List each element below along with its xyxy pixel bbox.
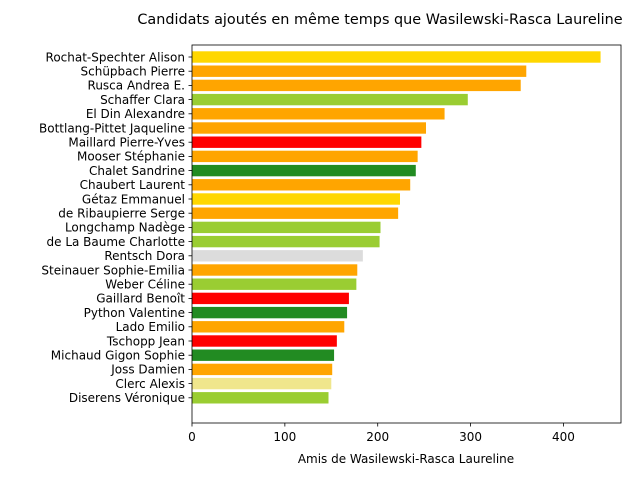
y-tick-label: Rochat-Spechter Alison: [46, 50, 185, 64]
y-tick-label: Chalet Sandrine: [89, 164, 185, 178]
y-tick-label: Tschopp Jean: [106, 334, 185, 348]
bar: [192, 264, 358, 276]
bar: [192, 207, 399, 219]
bar: [192, 193, 400, 205]
y-tick-label: Mooser Stéphanie: [77, 150, 185, 164]
bar: [192, 51, 601, 63]
y-tick-label: Joss Damien: [110, 363, 185, 377]
bar: [192, 179, 411, 191]
bar: [192, 321, 345, 333]
y-tick-label: Maillard Pierre-Yves: [68, 136, 185, 150]
y-tick-label: Gaillard Benoît: [96, 292, 185, 306]
y-tick-label: Python Valentine: [84, 306, 185, 320]
bar: [192, 93, 468, 106]
y-tick-label: Lado Emilio: [116, 320, 185, 334]
bar: [192, 150, 418, 163]
x-tick-label: 100: [273, 430, 296, 444]
x-tick-label: 300: [459, 430, 482, 444]
x-tick-label: 0: [188, 430, 196, 444]
x-axis-label: Amis de Wasilewski-Rasca Laureline: [298, 452, 514, 466]
x-tick-label: 200: [366, 430, 389, 444]
bar: [192, 250, 363, 262]
y-tick-label: Schüpbach Pierre: [81, 65, 186, 79]
bar: [192, 108, 445, 120]
y-tick-label: Bottlang-Pittet Jaqueline: [39, 121, 185, 135]
bar: [192, 164, 416, 177]
bar: [192, 377, 332, 390]
y-tick-label: Chaubert Laurent: [80, 178, 186, 192]
bar: [192, 136, 422, 148]
bar: [192, 306, 348, 319]
y-tick-label: Michaud Gigon Sophie: [51, 349, 185, 363]
bar: [192, 235, 380, 248]
y-tick-label: Gétaz Emmanuel: [82, 192, 185, 206]
bar: [192, 363, 333, 376]
y-tick-label: Steinauer Sophie-Emilia: [41, 263, 185, 277]
bar: [192, 278, 357, 290]
y-tick-label: Diserens Véronique: [69, 391, 185, 405]
y-tick-label: de Ribaupierre Serge: [58, 207, 185, 221]
x-axis-ticks: 0 100 200 300 400: [188, 423, 575, 444]
y-tick-label: El Din Alexandre: [86, 107, 185, 121]
chart-title: Candidats ajoutés en même temps que Wasi…: [137, 12, 622, 28]
y-tick-label: Clerc Alexis: [115, 377, 185, 391]
y-tick-label: de La Baume Charlotte: [47, 235, 186, 249]
bar: [192, 79, 521, 92]
y-tick-label: Weber Céline: [105, 278, 185, 292]
plot-frame: [191, 44, 622, 424]
bar: [192, 335, 337, 347]
bar: [192, 349, 335, 361]
bar: [192, 221, 381, 234]
y-tick-label: Schaffer Clara: [100, 93, 185, 107]
bar: [192, 392, 329, 404]
y-tick-label: Longchamp Nadège: [65, 221, 185, 235]
bars: [192, 51, 601, 404]
y-tick-label: Rusca Andrea E.: [88, 79, 185, 93]
bar: [192, 65, 527, 77]
bar: [192, 292, 349, 305]
bar: [192, 122, 426, 134]
y-tick-label: Rentsch Dora: [104, 249, 185, 263]
x-tick-label: 400: [552, 430, 575, 444]
